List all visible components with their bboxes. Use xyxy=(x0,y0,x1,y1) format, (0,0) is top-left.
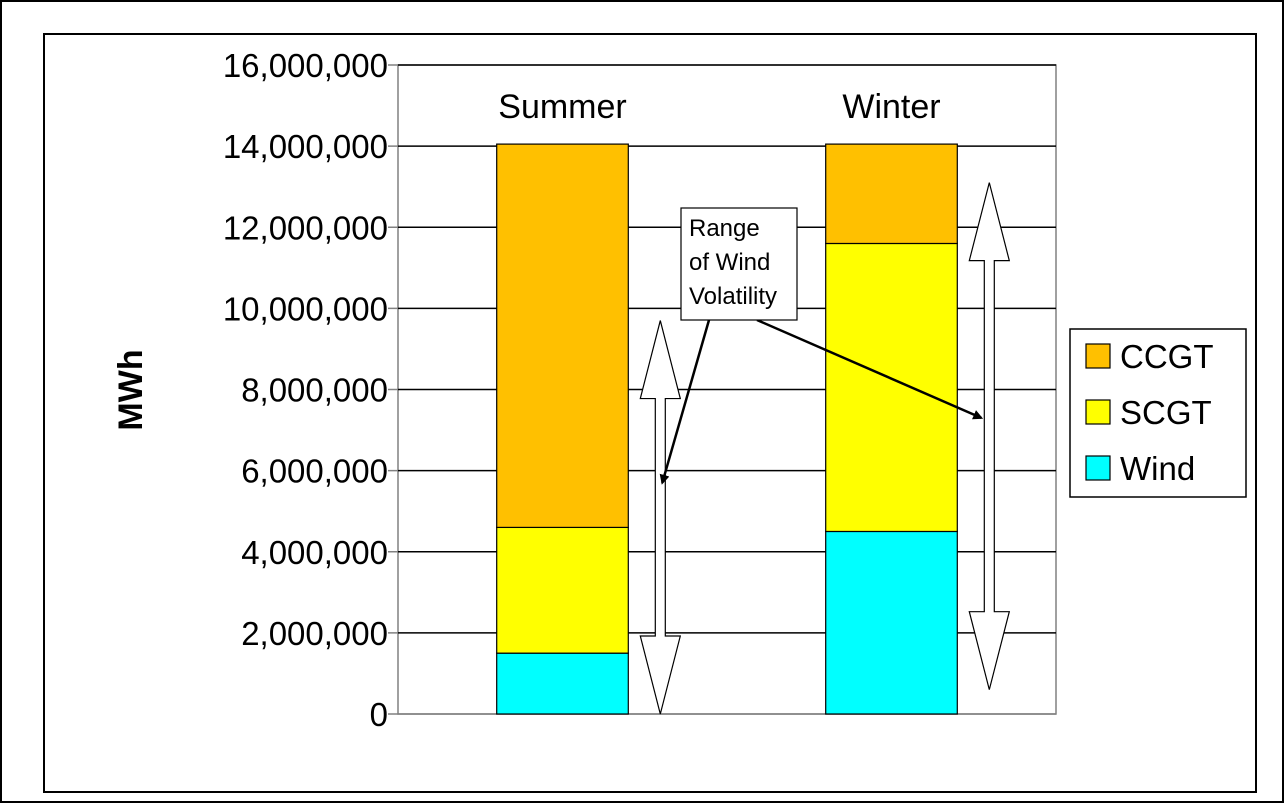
legend-swatch-ccgt xyxy=(1085,343,1111,369)
legend-label-wind: Wind xyxy=(1120,450,1195,487)
bar-segment-ccgt-summer xyxy=(496,143,629,529)
bar-segment-scgt-summer xyxy=(496,526,629,654)
legend-swatch-scgt xyxy=(1085,399,1111,425)
annotation-text: Range xyxy=(689,215,760,242)
annotation-pointer xyxy=(756,318,984,420)
y-tick-label: 12,000,000 xyxy=(223,209,388,246)
legend: CCGT SCGT Wind xyxy=(1069,328,1247,498)
y-tick-label: 10,000,000 xyxy=(223,290,388,327)
bar-segment-wind-winter xyxy=(825,530,958,715)
y-tick-label: 16,000,000 xyxy=(223,47,388,84)
category-labels: Summer Winter xyxy=(498,88,940,126)
legend-swatch-wind xyxy=(1085,455,1111,481)
y-tick-label: 4,000,000 xyxy=(241,534,388,571)
volatility-arrow-winter xyxy=(968,182,1011,690)
bar-segment-scgt-winter xyxy=(825,242,958,533)
volatility-arrow-summer xyxy=(639,320,682,715)
category-label-summer: Summer xyxy=(498,88,626,126)
y-tick-label: 0 xyxy=(370,696,388,733)
y-tick-label: 2,000,000 xyxy=(241,615,388,652)
legend-label-ccgt: CCGT xyxy=(1120,338,1214,375)
y-tick-label: 8,000,000 xyxy=(241,372,388,409)
annotation-pointer xyxy=(659,319,711,485)
y-tick-label: 14,000,000 xyxy=(223,128,388,165)
y-axis-title: MWh xyxy=(112,349,150,430)
volatility-ranges xyxy=(639,182,1011,715)
bar-segment-wind-summer xyxy=(496,652,629,715)
bars xyxy=(496,143,958,715)
annotation-box xyxy=(680,207,798,321)
annotation-text: of Wind xyxy=(689,249,770,276)
bar-segment-ccgt-winter xyxy=(825,143,958,245)
y-tick-label: 6,000,000 xyxy=(241,453,388,490)
y-axis-ticks: 0 2,000,000 4,000,000 6,000,000 8,000,000 10,… xyxy=(223,47,388,733)
annotation: Range of Wind Volatility xyxy=(659,207,984,485)
legend-label-scgt: SCGT xyxy=(1120,394,1212,431)
category-label-winter: Winter xyxy=(842,88,940,126)
annotation-text: Volatility xyxy=(689,283,777,310)
